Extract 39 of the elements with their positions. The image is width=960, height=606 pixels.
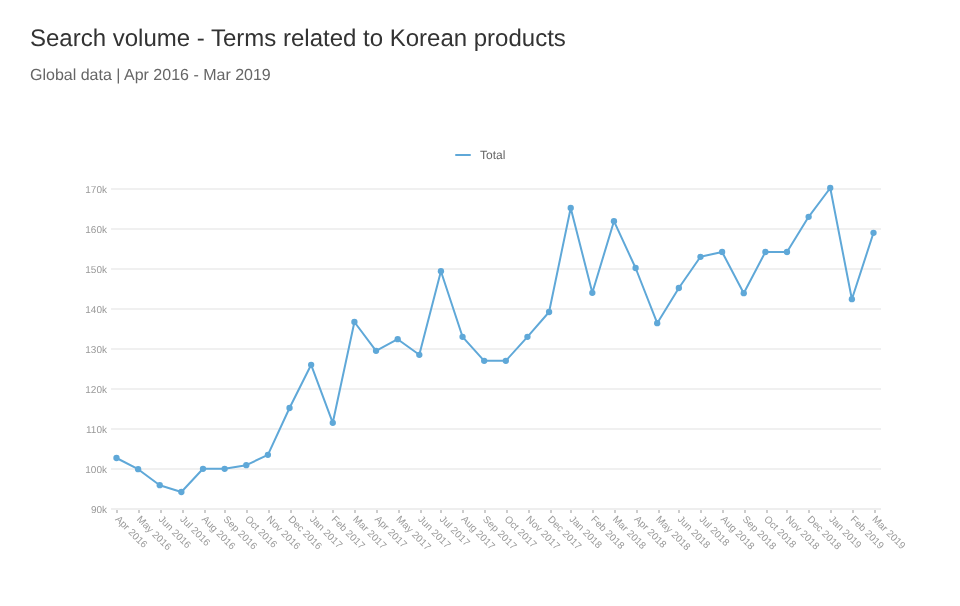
chart-title: Search volume - Terms related to Korean products xyxy=(30,24,566,52)
point xyxy=(805,213,812,220)
point xyxy=(740,290,747,297)
chart-subtitle: Global data | Apr 2016 - Mar 2019 xyxy=(30,66,272,84)
point xyxy=(545,308,553,316)
point xyxy=(416,351,423,358)
point xyxy=(113,454,120,462)
point xyxy=(654,320,661,327)
point xyxy=(459,333,466,340)
point xyxy=(481,357,488,364)
point xyxy=(675,284,683,292)
point xyxy=(199,465,207,472)
point xyxy=(589,289,596,296)
point xyxy=(718,248,726,256)
point xyxy=(762,248,769,256)
point xyxy=(502,357,509,364)
point xyxy=(437,268,445,275)
point xyxy=(264,451,272,458)
point xyxy=(610,218,618,225)
point xyxy=(221,465,228,472)
point xyxy=(372,347,380,354)
point xyxy=(351,318,358,326)
point xyxy=(848,296,856,303)
point xyxy=(307,361,315,368)
point xyxy=(243,462,250,469)
line-series xyxy=(113,184,877,496)
point xyxy=(783,248,791,256)
point xyxy=(632,264,639,272)
point xyxy=(329,419,336,426)
point xyxy=(524,333,531,340)
point xyxy=(870,229,877,236)
point xyxy=(286,404,293,412)
point xyxy=(697,253,704,260)
point xyxy=(178,488,185,496)
point xyxy=(827,184,834,192)
point xyxy=(134,466,142,473)
point xyxy=(394,336,401,343)
point xyxy=(567,204,574,212)
point xyxy=(156,482,163,489)
